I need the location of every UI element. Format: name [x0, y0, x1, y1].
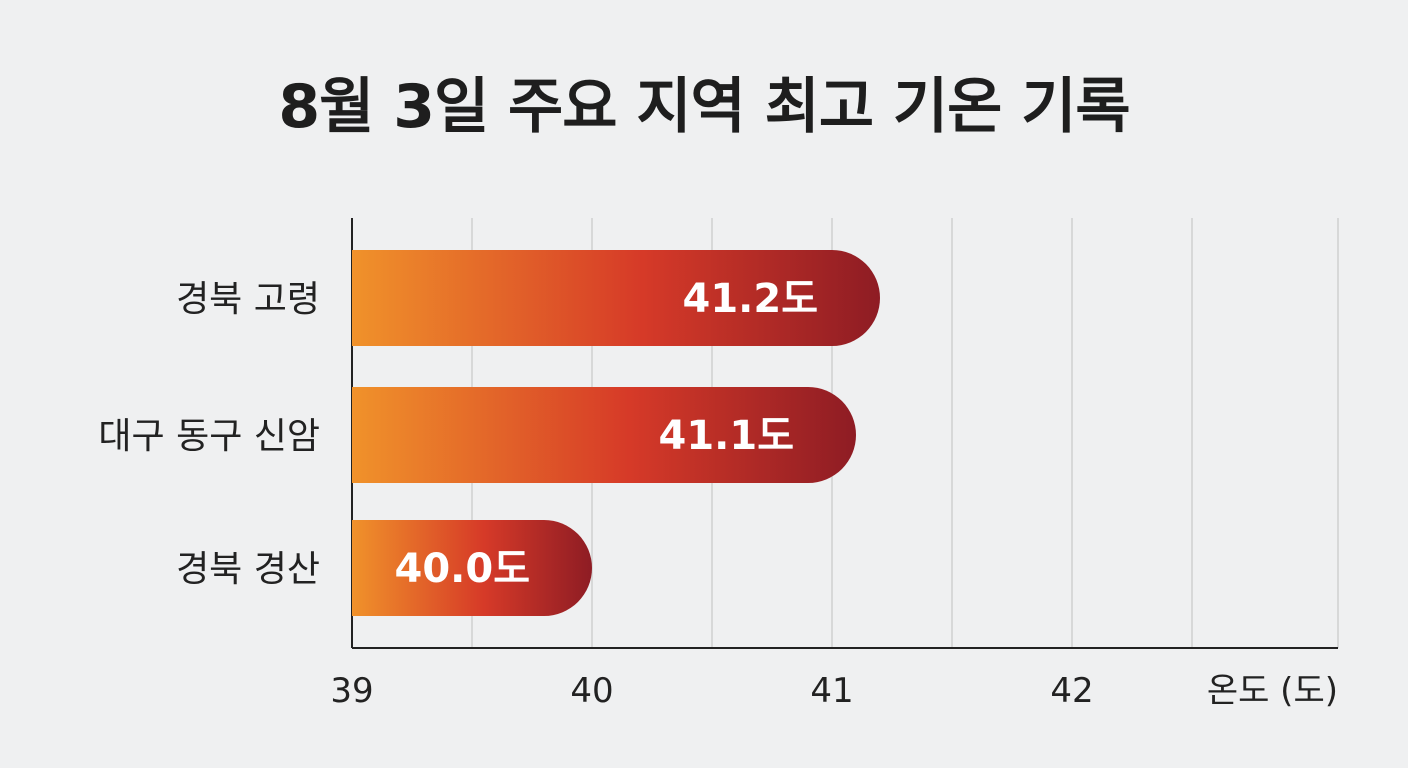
category-label: 경북 경산	[176, 549, 320, 590]
x-tick-label: 41	[810, 671, 853, 711]
category-label: 대구 동구 신암	[98, 416, 320, 457]
x-axis-label: 온도 (도)	[1207, 671, 1338, 711]
x-tick-label: 39	[330, 671, 373, 711]
data-label: 41.2도	[683, 276, 819, 322]
bar	[352, 387, 856, 483]
x-tick-label: 42	[1050, 671, 1093, 711]
data-label: 41.1도	[659, 413, 795, 459]
bar	[352, 520, 592, 616]
category-label: 경북 고령	[176, 279, 320, 320]
data-label: 40.0도	[395, 546, 531, 592]
chart-title: 8월 3일 주요 지역 최고 기온 기록	[278, 72, 1130, 142]
x-tick-label: 40	[570, 671, 613, 711]
bar	[352, 250, 880, 346]
